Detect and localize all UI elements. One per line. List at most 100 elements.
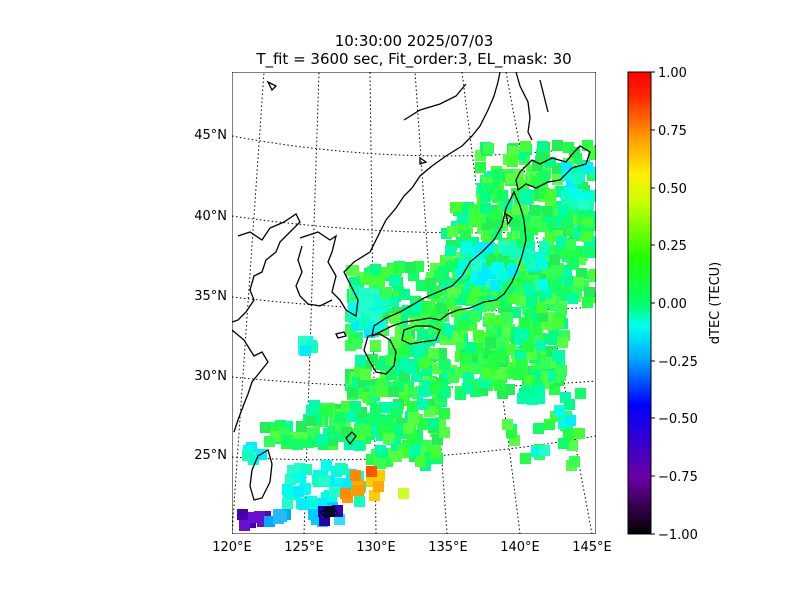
dtec-cell [296, 421, 307, 432]
dtec-cell [536, 347, 547, 358]
dtec-cell [498, 254, 509, 265]
dtec-cell [370, 404, 381, 415]
colorbar: 1.00 0.75 0.50 0.25 0.00 −0.25 −0.50 −0.… [627, 66, 723, 543]
dtec-cell [502, 312, 513, 323]
dtec-cell [415, 456, 426, 467]
dtec-cell [354, 423, 365, 434]
dtec-cell [420, 301, 431, 312]
dtec-cell [428, 348, 439, 359]
dtec-cell [322, 405, 333, 416]
dtec-cell [331, 466, 342, 477]
dtec-cell [545, 189, 556, 200]
dtec-cell [425, 278, 436, 289]
colorbar-tick-0.75: 0.75 [658, 124, 687, 139]
dtec-cell [589, 269, 596, 280]
dtec-cell [375, 445, 386, 456]
dtec-cell [334, 514, 345, 525]
dtec-cell [501, 304, 512, 315]
dtec-cell [443, 325, 454, 336]
dtec-cell [535, 340, 546, 351]
dtec-cell [428, 418, 439, 429]
dtec-cell [309, 427, 320, 438]
dtec-cell [483, 143, 494, 154]
dtec-cell [547, 312, 558, 323]
dtec-cell [546, 217, 557, 228]
dtec-cell [359, 288, 370, 299]
dtec-cell [571, 173, 582, 184]
dtec-cell [346, 311, 357, 322]
dtec-cell [578, 207, 589, 218]
lon-tick-125: 125°E [284, 540, 324, 555]
dtec-cell [455, 252, 466, 263]
dtec-cell [581, 231, 592, 242]
dtec-cell [485, 337, 496, 348]
dtec-cell [506, 427, 517, 438]
dtec-cell [533, 295, 544, 306]
dtec-cell [321, 492, 332, 503]
dtec-cell [545, 196, 556, 207]
dtec-cell [374, 275, 385, 286]
dtec-cell [468, 237, 479, 248]
dtec-cell [305, 415, 316, 426]
dtec-cell [563, 429, 574, 440]
dtec-cell [343, 479, 354, 490]
dtec-cell [354, 367, 365, 378]
dtec-cell [495, 352, 506, 363]
dtec-cell [408, 412, 419, 423]
dtec-cell [514, 193, 525, 204]
dtec-cell [562, 215, 573, 226]
dtec-cell [439, 427, 450, 438]
dtec-cell [458, 319, 469, 330]
dtec-cell [561, 194, 572, 205]
dtec-cell [510, 307, 521, 318]
dtec-cell [522, 253, 533, 264]
dtec-cell [411, 311, 422, 322]
lat-tick-40: 40°N [194, 209, 227, 224]
dtec-cell [526, 295, 537, 306]
dtec-cell [541, 206, 552, 217]
dtec-cell [494, 380, 505, 391]
dtec-cell [461, 287, 472, 298]
dtec-cell [408, 270, 419, 281]
dtec-cell [399, 375, 410, 386]
dtec-cell [352, 485, 363, 496]
dtec-cell [421, 365, 432, 376]
dtec-cell [348, 265, 359, 276]
dtec-cell [559, 330, 570, 341]
dtec-cell [473, 298, 484, 309]
dtec-cell [335, 422, 346, 433]
dtec-cell [556, 304, 567, 315]
dtec-cell [396, 418, 407, 429]
dtec-cell [432, 434, 443, 445]
dtec-cell [511, 248, 522, 259]
dtec-cell [301, 464, 312, 475]
dtec-cell [469, 311, 480, 322]
dtec-cell [341, 401, 352, 412]
dtec-cell [574, 428, 585, 439]
map-title-line2: T_fit = 3600 sec, Fit_order:3, EL_mask: … [256, 50, 572, 68]
dtec-cell [398, 345, 409, 356]
dtec-cell [481, 219, 492, 230]
dtec-cell [539, 188, 550, 199]
dtec-cell [354, 440, 365, 451]
dtec-cell [447, 226, 458, 237]
dtec-cell [525, 259, 536, 270]
dtec-cell [370, 311, 381, 322]
dtec-cell [388, 296, 399, 307]
dtec-cell [468, 204, 479, 215]
dtec-cell [554, 406, 565, 417]
dtec-cell [507, 156, 518, 167]
dtec-cell [528, 285, 539, 296]
dtec-cell [352, 313, 363, 324]
dtec-cell [461, 366, 472, 377]
dtec-cell [561, 162, 572, 173]
dtec-cell [491, 228, 502, 239]
dtec-cell [466, 320, 477, 331]
dtec-cell [509, 216, 520, 227]
dtec-cell [485, 300, 496, 311]
dtec-cell [405, 363, 416, 374]
dtec-cell [300, 345, 311, 356]
dtec-cell [447, 287, 458, 298]
dtec-cell [463, 372, 474, 383]
